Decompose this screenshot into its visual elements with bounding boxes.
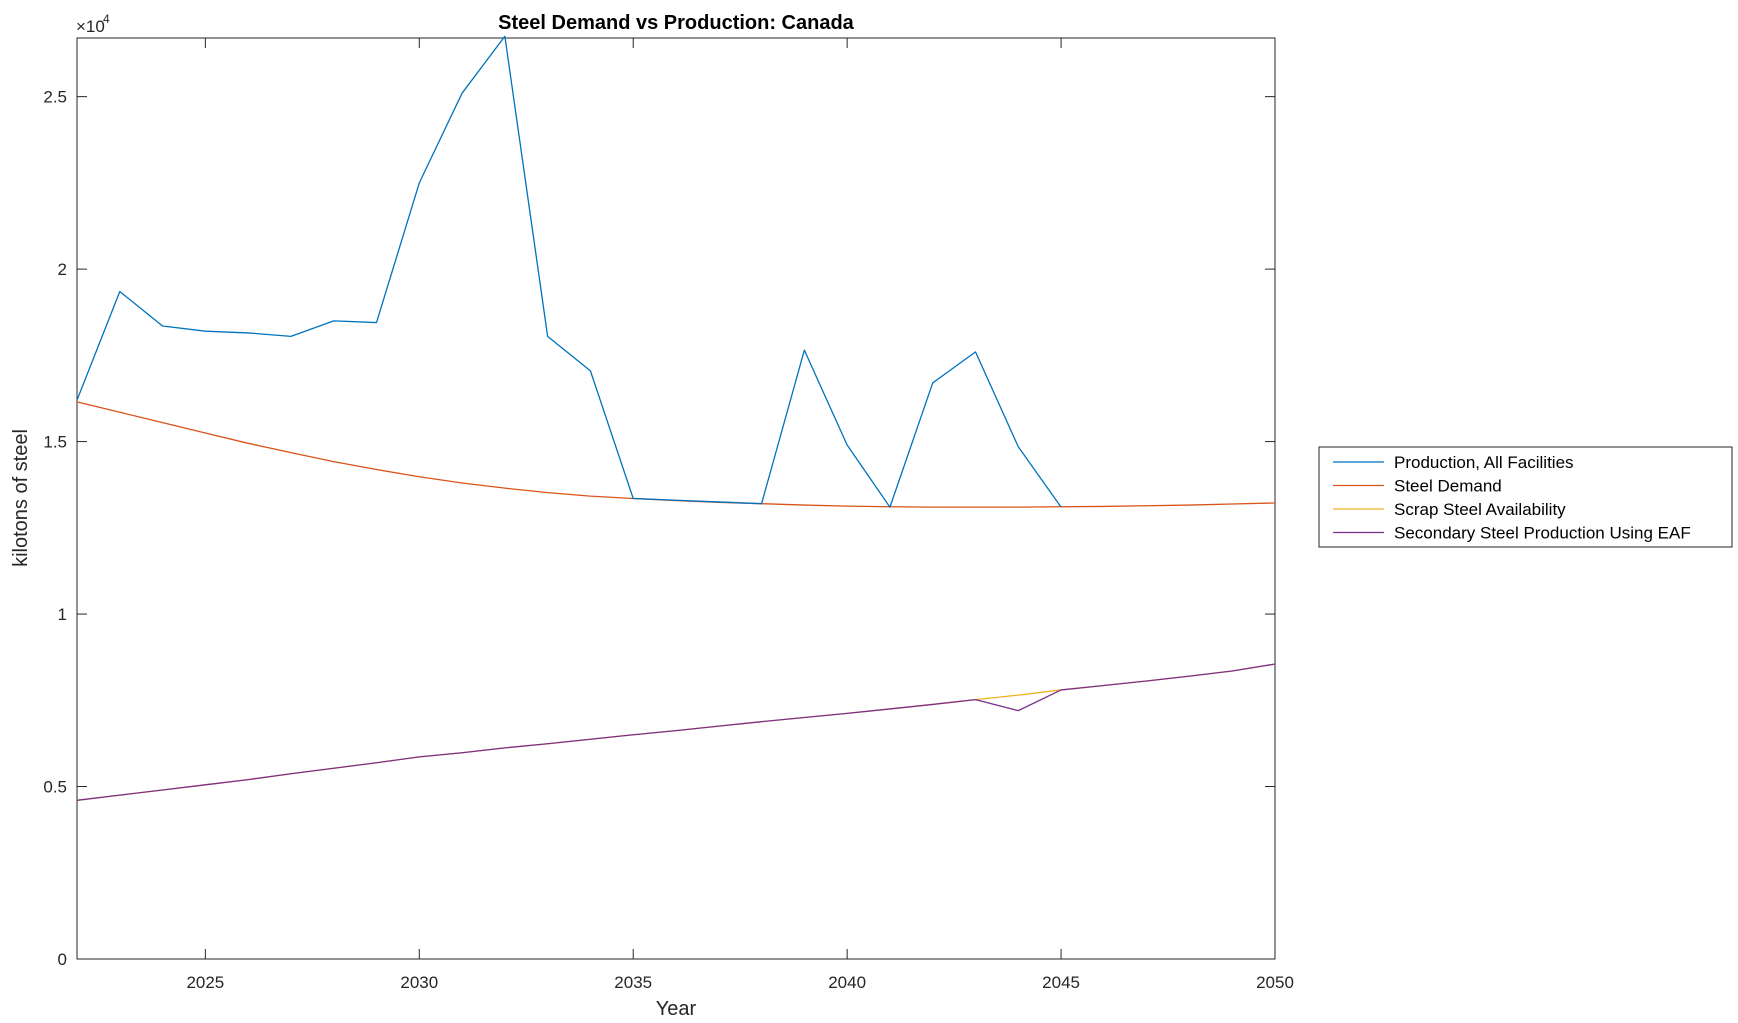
x-axis-label: Year bbox=[656, 998, 697, 1020]
legend-label: Scrap Steel Availability bbox=[1394, 500, 1566, 519]
y-axis-label: kilotons of steel bbox=[10, 429, 32, 567]
x-tick-label: 2030 bbox=[400, 973, 438, 992]
tick-layer: 2025 2030 2035 2040 2045 2050 0 0.5 1 1.5 2 2.5 bbox=[43, 38, 1294, 992]
series-layer bbox=[76, 35, 1276, 801]
y-tick-label: 0.5 bbox=[43, 778, 67, 797]
legend-box bbox=[1318, 446, 1733, 548]
series-line-0 bbox=[76, 35, 1062, 508]
legend-label: Production, All Facilities bbox=[1394, 453, 1574, 472]
y-tick-label: 1 bbox=[58, 605, 67, 624]
series-line-3 bbox=[76, 663, 1276, 801]
legend: Production, All Facilities Steel Demand Sc… bbox=[1318, 446, 1733, 548]
y-tick-label: 2 bbox=[58, 260, 67, 279]
x-tick-label: 2050 bbox=[1256, 973, 1294, 992]
x-tick-label: 2045 bbox=[1042, 973, 1080, 992]
x-tick-label: 2040 bbox=[828, 973, 866, 992]
legend-label: Secondary Steel Production Using EAF bbox=[1394, 524, 1691, 543]
x-tick-label: 2035 bbox=[614, 973, 652, 992]
plot-area: 2025 2030 2035 2040 2045 2050 0 0.5 1 1.5 2 2.5 bbox=[43, 35, 1294, 992]
axes-box bbox=[76, 37, 1276, 960]
chart-title: Steel Demand vs Production: Canada bbox=[498, 12, 855, 34]
y-tick-label: 0 bbox=[58, 950, 67, 969]
y-tick-label: 1.5 bbox=[43, 433, 67, 452]
legend-label: Steel Demand bbox=[1394, 477, 1502, 496]
y-axis-exponent: ×10 4 bbox=[76, 12, 110, 36]
y-exponent-base: ×10 bbox=[76, 17, 105, 36]
y-exponent-power: 4 bbox=[103, 12, 110, 26]
x-tick-label: 2025 bbox=[186, 973, 224, 992]
y-tick-label: 2.5 bbox=[43, 88, 67, 107]
